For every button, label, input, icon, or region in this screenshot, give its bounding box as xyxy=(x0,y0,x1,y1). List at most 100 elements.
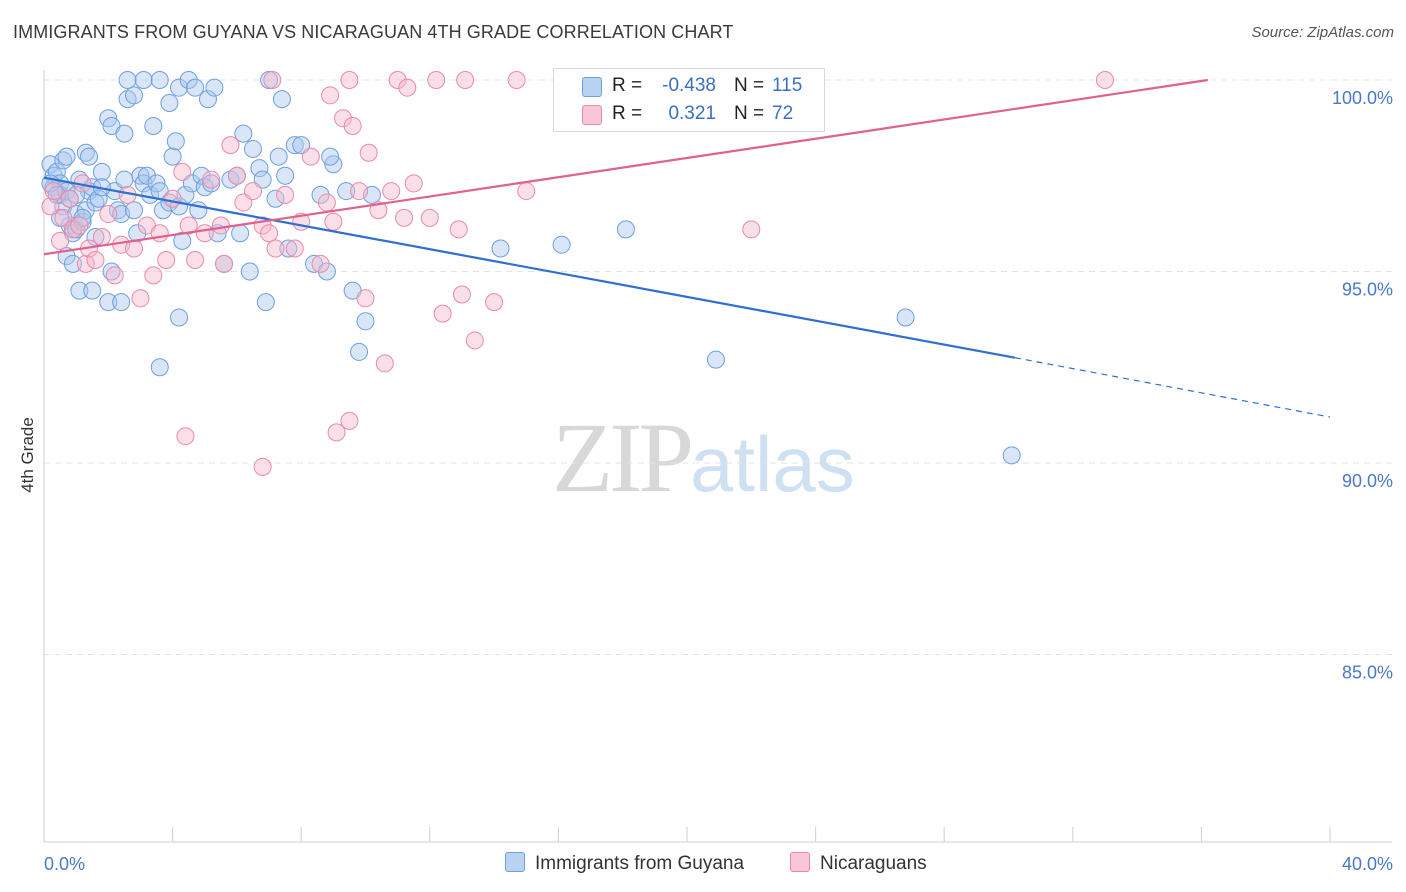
nicaraguans-swatch xyxy=(582,105,602,125)
data-point-nicaraguans xyxy=(131,289,150,308)
data-point-nicaraguans xyxy=(333,109,352,128)
data-point-nicaraguans xyxy=(285,239,304,258)
data-point-nicaraguans xyxy=(452,285,471,304)
data-point-guyana xyxy=(202,174,221,193)
data-point-nicaraguans xyxy=(86,251,105,270)
data-point-guyana xyxy=(170,308,189,327)
trend-line-guyana-extension xyxy=(1014,357,1331,418)
legend-item-nicaraguans[interactable]: Nicaraguans xyxy=(790,852,927,875)
data-point-nicaraguans xyxy=(485,293,504,312)
data-point-guyana xyxy=(63,254,82,273)
tick-labels: 100.0% 95.0% 90.0% 85.0% 0.0% 40.0% xyxy=(44,88,1393,874)
data-point-nicaraguans xyxy=(427,71,446,89)
data-point-guyana xyxy=(170,78,189,97)
data-point-nicaraguans xyxy=(105,266,124,285)
chart-title: IMMIGRANTS FROM GUYANA VS NICARAGUAN 4TH… xyxy=(13,22,734,42)
data-point-nicaraguans xyxy=(327,423,346,442)
series-guyana-points xyxy=(41,71,1021,465)
data-point-guyana xyxy=(198,90,217,109)
data-point-nicaraguans xyxy=(195,224,214,243)
data-point-guyana xyxy=(276,166,295,185)
data-point-guyana xyxy=(1002,446,1021,465)
data-point-nicaraguans xyxy=(54,208,73,227)
data-point-nicaraguans xyxy=(41,197,60,216)
data-point-guyana xyxy=(292,136,311,155)
data-point-nicaraguans xyxy=(359,143,378,162)
guyana-swatch xyxy=(582,77,602,97)
data-point-guyana xyxy=(128,224,147,243)
data-point-nicaraguans xyxy=(51,231,70,250)
data-point-guyana xyxy=(491,239,510,258)
data-point-guyana xyxy=(115,170,134,189)
data-point-guyana xyxy=(179,71,198,89)
data-point-guyana xyxy=(186,78,205,97)
data-point-nicaraguans xyxy=(76,254,95,273)
data-point-guyana xyxy=(144,116,163,135)
data-point-nicaraguans xyxy=(70,216,89,235)
data-point-guyana xyxy=(173,231,192,250)
nicaraguans-legend-swatch xyxy=(790,852,810,872)
data-point-nicaraguans xyxy=(44,182,63,201)
data-point-guyana xyxy=(279,239,298,258)
data-point-nicaraguans xyxy=(420,208,439,227)
legend-label: Nicaraguans xyxy=(820,853,927,874)
axes: 4th Grade xyxy=(18,70,1392,843)
data-point-guyana xyxy=(92,162,111,181)
trend-lines xyxy=(43,78,1331,418)
data-point-nicaraguans xyxy=(449,220,468,239)
series-nicaraguans-points xyxy=(41,71,1114,476)
data-point-nicaraguans xyxy=(92,228,111,247)
data-point-guyana xyxy=(163,147,182,166)
data-point-guyana xyxy=(192,166,211,185)
data-point-nicaraguans xyxy=(253,457,272,476)
n-value: 115 xyxy=(772,75,803,96)
trend-line-nicaraguans xyxy=(43,78,1208,256)
data-point-guyana xyxy=(240,262,259,281)
data-point-nicaraguans xyxy=(356,289,375,308)
data-point-guyana xyxy=(205,78,224,97)
data-point-guyana xyxy=(896,308,915,327)
data-point-nicaraguans xyxy=(243,182,262,201)
guyana-legend-swatch xyxy=(505,852,525,872)
legend-label: Immigrants from Guyana xyxy=(535,853,745,874)
r-value: -0.438 xyxy=(662,75,716,96)
data-point-nicaraguans xyxy=(176,427,195,446)
data-point-guyana xyxy=(253,170,272,189)
data-point-nicaraguans xyxy=(179,216,198,235)
data-point-guyana xyxy=(150,71,169,89)
data-point-nicaraguans xyxy=(398,78,417,97)
data-point-guyana xyxy=(266,189,285,208)
data-point-nicaraguans xyxy=(144,266,163,285)
data-point-nicaraguans xyxy=(234,193,253,212)
data-point-nicaraguans xyxy=(395,208,414,227)
data-point-guyana xyxy=(272,90,291,109)
data-point-nicaraguans xyxy=(350,182,369,201)
data-point-guyana xyxy=(269,147,288,166)
r-label: R = xyxy=(612,103,643,124)
data-point-nicaraguans xyxy=(321,86,340,105)
data-point-nicaraguans xyxy=(311,254,330,273)
data-point-nicaraguans xyxy=(375,354,394,373)
data-point-guyana xyxy=(160,93,179,112)
data-point-nicaraguans xyxy=(301,147,320,166)
data-point-guyana xyxy=(350,342,369,361)
y-tick-label: 100.0% xyxy=(1332,88,1393,108)
data-point-nicaraguans xyxy=(60,189,79,208)
data-point-nicaraguans xyxy=(215,254,234,273)
n-label: N = xyxy=(734,103,765,124)
legend-item-guyana[interactable]: Immigrants from Guyana xyxy=(505,852,744,875)
data-point-nicaraguans xyxy=(388,71,407,89)
stats-row-nicaraguans: R = 0.321 N = 72 xyxy=(554,101,824,129)
data-point-nicaraguans xyxy=(221,136,240,155)
data-point-guyana xyxy=(80,147,99,166)
data-point-nicaraguans xyxy=(202,170,221,189)
watermark-zip: ZIP xyxy=(552,402,694,513)
data-point-nicaraguans xyxy=(227,166,246,185)
data-point-nicaraguans xyxy=(340,71,359,89)
data-point-guyana xyxy=(112,293,131,312)
data-point-nicaraguans xyxy=(163,189,182,208)
data-point-nicaraguans xyxy=(742,220,761,239)
data-point-nicaraguans xyxy=(517,182,536,201)
data-point-guyana xyxy=(321,147,340,166)
